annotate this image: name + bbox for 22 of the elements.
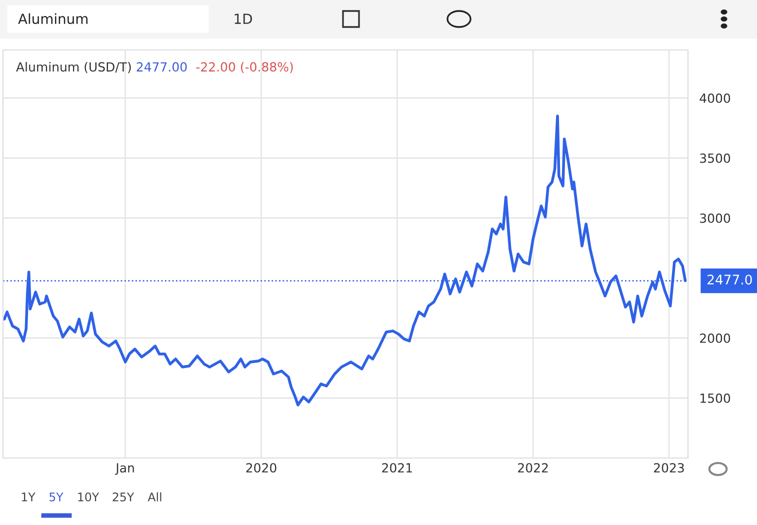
text: 25Y bbox=[112, 492, 134, 502]
text: Aluminum bbox=[18, 13, 88, 24]
y-tick-label: 4000 bbox=[700, 93, 730, 103]
x-tick-label: 2021 bbox=[382, 463, 412, 473]
text: Aluminum (USD/T) bbox=[16, 62, 131, 74]
x-tick-label: 2023 bbox=[654, 463, 684, 473]
line-series bbox=[3, 114, 687, 406]
text: 1D bbox=[234, 14, 252, 24]
text: 5Y bbox=[50, 492, 64, 502]
x-tick-label: 2022 bbox=[518, 463, 548, 473]
text: 10Y bbox=[78, 492, 100, 502]
annotation: 2477.00 bbox=[136, 62, 187, 72]
y-tick-label: 3500 bbox=[700, 153, 730, 163]
y-tick-label: 2000 bbox=[700, 333, 730, 343]
x-tick-label: Jan bbox=[115, 463, 134, 475]
ref-line-label: 2477.0 bbox=[708, 274, 752, 285]
annotation: -22.00 (-0.88%) bbox=[196, 62, 293, 74]
text: 1Y bbox=[22, 492, 36, 502]
text: All bbox=[148, 492, 162, 502]
y-tick-label: 3000 bbox=[700, 213, 730, 223]
y-tick-label: 1500 bbox=[700, 393, 730, 403]
x-tick-label: 2020 bbox=[246, 463, 276, 473]
